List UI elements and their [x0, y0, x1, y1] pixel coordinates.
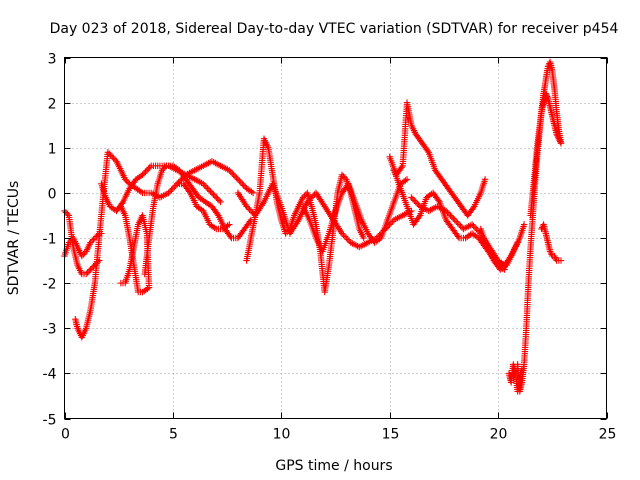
grid-lines	[64, 57, 607, 419]
chart-title: Day 023 of 2018, Sidereal Day-to-day VTE…	[50, 21, 619, 37]
x-tick-label: 20	[490, 427, 508, 443]
series-track-11	[386, 99, 489, 219]
plus-marker-path	[299, 176, 411, 255]
series-track-14	[477, 221, 528, 273]
y-tick-label: -2	[43, 277, 57, 293]
series-track-18	[505, 361, 526, 395]
plus-marker-path	[505, 361, 526, 395]
x-tick-label: 10	[273, 427, 291, 443]
plus-marker-path	[477, 221, 528, 273]
y-tick-label: 0	[48, 187, 57, 203]
series-track-16	[527, 90, 565, 219]
series-track-6	[141, 162, 255, 278]
plus-marker-path	[141, 162, 255, 278]
x-tick-label: 15	[382, 427, 400, 443]
axis-ticks	[64, 57, 608, 420]
y-tick-label: -5	[43, 413, 57, 429]
y-tick-label: -4	[43, 367, 57, 383]
series-track-17	[538, 221, 565, 264]
y-tick-label: 3	[48, 52, 57, 68]
x-tick-label: 25	[599, 427, 617, 443]
series-track-10	[299, 176, 411, 255]
x-tick-label: 0	[61, 427, 70, 443]
y-tick-label: 2	[48, 97, 57, 113]
plus-marker-path	[386, 99, 489, 219]
plus-marker-path	[538, 221, 565, 264]
y-tick-label: -3	[43, 322, 57, 338]
data-markers	[61, 58, 565, 395]
x-axis-label: GPS time / hours	[275, 458, 392, 474]
x-tick-label: 5	[169, 427, 178, 443]
y-tick-label: -1	[43, 232, 57, 248]
plus-marker-path	[527, 90, 565, 219]
tick-labels: 0 5 10 15 20 25 -5 -4 -3 -2 -1 0 1 2 3	[43, 52, 617, 443]
plus-marker-path	[174, 180, 233, 233]
y-tick-label: 1	[48, 142, 57, 158]
series-track-7	[174, 180, 233, 233]
plot-frame	[64, 57, 607, 419]
y-axis-label: SDTVAR / TECUs	[6, 181, 22, 296]
